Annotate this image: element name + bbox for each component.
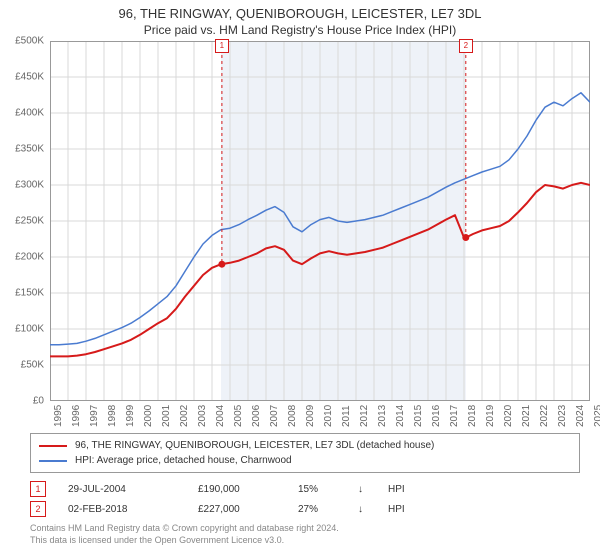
x-tick-label: 2004 xyxy=(215,405,226,427)
sale-row: 1 29-JUL-2004£190,00015%↓HPI xyxy=(30,481,580,497)
y-tick-label: £500K xyxy=(15,36,44,47)
x-tick-label: 2023 xyxy=(557,405,568,427)
x-tick-label: 1995 xyxy=(53,405,64,427)
x-tick-label: 2006 xyxy=(251,405,262,427)
y-tick-label: £50K xyxy=(21,360,44,371)
sale-row: 2 02-FEB-2018£227,00027%↓HPI xyxy=(30,501,580,517)
x-tick-label: 2016 xyxy=(431,405,442,427)
x-tick-label: 1999 xyxy=(125,405,136,427)
sale-ref: HPI xyxy=(388,504,405,515)
chart-marker: 2 xyxy=(459,39,473,53)
legend-swatch xyxy=(39,445,67,447)
footer-line-1: Contains HM Land Registry data © Crown c… xyxy=(30,523,580,535)
x-tick-label: 2022 xyxy=(539,405,550,427)
chart-marker: 1 xyxy=(215,39,229,53)
x-tick-label: 2025 xyxy=(593,405,600,427)
y-tick-label: £250K xyxy=(15,216,44,227)
x-tick-label: 2014 xyxy=(395,405,406,427)
x-tick-label: 2003 xyxy=(197,405,208,427)
sale-direction: ↓ xyxy=(358,504,388,515)
sale-direction: ↓ xyxy=(358,484,388,495)
x-tick-label: 2002 xyxy=(179,405,190,427)
sale-marker: 1 xyxy=(30,481,46,497)
legend-item: 96, THE RINGWAY, QUENIBOROUGH, LEICESTER… xyxy=(39,438,571,453)
sale-date: 29-JUL-2004 xyxy=(68,484,198,495)
sale-pct: 15% xyxy=(298,484,358,495)
x-tick-label: 2001 xyxy=(161,405,172,427)
y-tick-label: £0 xyxy=(33,396,44,407)
legend-item: HPI: Average price, detached house, Char… xyxy=(39,453,571,468)
x-tick-label: 2009 xyxy=(305,405,316,427)
footer-line-2: This data is licensed under the Open Gov… xyxy=(30,535,580,547)
sales-table: 1 29-JUL-2004£190,00015%↓HPI 2 02-FEB-2018£… xyxy=(30,481,580,517)
y-tick-label: £400K xyxy=(15,108,44,119)
x-tick-label: 2005 xyxy=(233,405,244,427)
sale-marker: 2 xyxy=(30,501,46,517)
x-tick-label: 2010 xyxy=(323,405,334,427)
x-tick-label: 1998 xyxy=(107,405,118,427)
x-tick-label: 2018 xyxy=(467,405,478,427)
sale-pct: 27% xyxy=(298,504,358,515)
y-tick-label: £450K xyxy=(15,72,44,83)
footer: Contains HM Land Registry data © Crown c… xyxy=(30,523,580,546)
legend-swatch xyxy=(39,460,67,462)
legend: 96, THE RINGWAY, QUENIBOROUGH, LEICESTER… xyxy=(30,433,580,473)
x-tick-label: 2011 xyxy=(341,405,352,427)
legend-label: 96, THE RINGWAY, QUENIBOROUGH, LEICESTER… xyxy=(75,438,434,453)
y-tick-label: £300K xyxy=(15,180,44,191)
x-tick-label: 2019 xyxy=(485,405,496,427)
sale-price: £227,000 xyxy=(198,504,298,515)
legend-label: HPI: Average price, detached house, Char… xyxy=(75,453,292,468)
chart-svg xyxy=(50,41,590,401)
y-tick-label: £150K xyxy=(15,288,44,299)
x-tick-label: 2008 xyxy=(287,405,298,427)
x-tick-label: 2020 xyxy=(503,405,514,427)
chart-subtitle: Price paid vs. HM Land Registry's House … xyxy=(0,21,600,41)
x-tick-label: 2000 xyxy=(143,405,154,427)
y-tick-label: £100K xyxy=(15,324,44,335)
x-tick-label: 2021 xyxy=(521,405,532,427)
x-tick-label: 2024 xyxy=(575,405,586,427)
chart-title: 96, THE RINGWAY, QUENIBOROUGH, LEICESTER… xyxy=(0,0,600,21)
price-chart: £0£50K£100K£150K£200K£250K£300K£350K£400… xyxy=(50,41,590,401)
x-tick-label: 2007 xyxy=(269,405,280,427)
x-tick-label: 1997 xyxy=(89,405,100,427)
y-tick-label: £350K xyxy=(15,144,44,155)
x-tick-label: 2017 xyxy=(449,405,460,427)
sale-price: £190,000 xyxy=(198,484,298,495)
sale-ref: HPI xyxy=(388,484,405,495)
x-tick-label: 2012 xyxy=(359,405,370,427)
x-tick-label: 2015 xyxy=(413,405,424,427)
x-tick-label: 2013 xyxy=(377,405,388,427)
y-tick-label: £200K xyxy=(15,252,44,263)
x-axis-labels: 1995 1996 1997 1998 1999 2000 2001 2002 2003 2004… xyxy=(50,401,590,429)
x-tick-label: 1996 xyxy=(71,405,82,427)
sale-date: 02-FEB-2018 xyxy=(68,504,198,515)
